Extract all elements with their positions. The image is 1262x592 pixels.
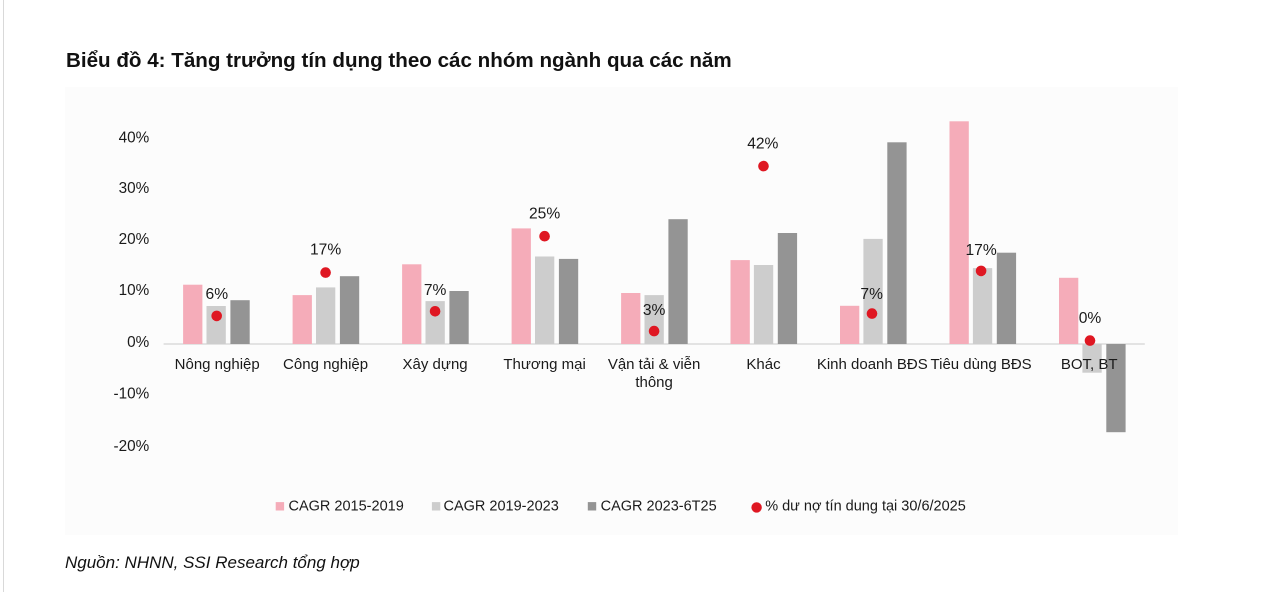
svg-text:3%: 3% bbox=[643, 302, 666, 319]
svg-text:CAGR 2023-6T25: CAGR 2023-6T25 bbox=[601, 499, 717, 515]
svg-text:25%: 25% bbox=[529, 205, 560, 222]
svg-text:Thương mại: Thương mại bbox=[503, 356, 585, 373]
svg-text:Kinh doanh BĐS: Kinh doanh BĐS bbox=[817, 356, 928, 373]
svg-text:Nguồn: NHNN, SSI Research tổng: Nguồn: NHNN, SSI Research tổng hợp bbox=[65, 553, 360, 572]
svg-text:10%: 10% bbox=[119, 282, 150, 299]
svg-text:0%: 0% bbox=[127, 334, 150, 351]
svg-text:thông: thông bbox=[635, 374, 673, 391]
svg-text:% dư nợ tín dung tại 30/6/2025: % dư nợ tín dung tại 30/6/2025 bbox=[765, 499, 966, 515]
svg-text:CAGR 2019-2023: CAGR 2019-2023 bbox=[444, 499, 559, 515]
svg-text:CAGR 2015-2019: CAGR 2015-2019 bbox=[289, 499, 404, 515]
svg-text:20%: 20% bbox=[119, 231, 150, 248]
svg-text:7%: 7% bbox=[860, 286, 883, 303]
svg-text:BOT, BT: BOT, BT bbox=[1061, 356, 1118, 373]
svg-text:6%: 6% bbox=[206, 286, 229, 303]
svg-text:30%: 30% bbox=[119, 180, 150, 197]
svg-text:17%: 17% bbox=[310, 241, 341, 258]
svg-text:17%: 17% bbox=[965, 242, 996, 259]
svg-text:Biểu đồ 4: Tăng trưởng tín dụn: Biểu đồ 4: Tăng trưởng tín dụng theo các… bbox=[66, 49, 732, 72]
svg-text:0%: 0% bbox=[1079, 310, 1102, 327]
svg-text:Nông nghiệp: Nông nghiệp bbox=[175, 356, 260, 373]
svg-text:Xây dựng: Xây dựng bbox=[403, 356, 468, 373]
svg-text:Khác: Khác bbox=[746, 356, 781, 373]
svg-text:7%: 7% bbox=[424, 282, 447, 299]
svg-text:Vận tải & viễn: Vận tải & viễn bbox=[608, 356, 701, 373]
svg-text:-20%: -20% bbox=[113, 438, 149, 455]
svg-text:42%: 42% bbox=[747, 136, 778, 153]
svg-text:40%: 40% bbox=[119, 129, 150, 146]
svg-text:Công nghiệp: Công nghiệp bbox=[283, 356, 368, 373]
svg-text:-10%: -10% bbox=[113, 386, 149, 403]
svg-text:Tiêu dùng BĐS: Tiêu dùng BĐS bbox=[931, 356, 1032, 373]
